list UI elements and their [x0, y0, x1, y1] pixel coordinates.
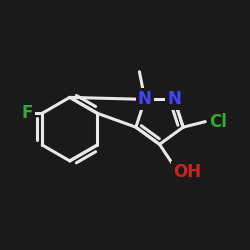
- Text: N: N: [167, 90, 181, 108]
- Text: N: N: [138, 90, 152, 108]
- Text: OH: OH: [173, 163, 201, 181]
- Text: Cl: Cl: [209, 113, 227, 131]
- Text: F: F: [21, 104, 33, 122]
